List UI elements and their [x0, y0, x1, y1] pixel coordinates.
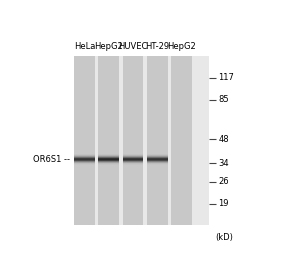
Text: HUVEC: HUVEC — [118, 42, 148, 51]
Text: HT-29: HT-29 — [145, 42, 169, 51]
Text: HepG2: HepG2 — [167, 42, 196, 51]
Text: 117: 117 — [218, 73, 234, 82]
Text: 34: 34 — [218, 159, 229, 168]
Bar — [74, 56, 95, 225]
Text: 48: 48 — [218, 135, 229, 144]
Bar — [171, 56, 192, 225]
Text: 19: 19 — [218, 199, 229, 208]
Bar — [147, 56, 168, 225]
Bar — [123, 56, 143, 225]
Text: HeLa: HeLa — [74, 42, 95, 51]
Text: HepG2: HepG2 — [95, 42, 123, 51]
Text: OR6S1 --: OR6S1 -- — [33, 155, 70, 164]
Text: 26: 26 — [218, 177, 229, 186]
Text: 85: 85 — [218, 95, 229, 104]
Bar — [75, 56, 209, 225]
Text: (kD): (kD) — [215, 233, 233, 242]
Bar — [98, 56, 119, 225]
